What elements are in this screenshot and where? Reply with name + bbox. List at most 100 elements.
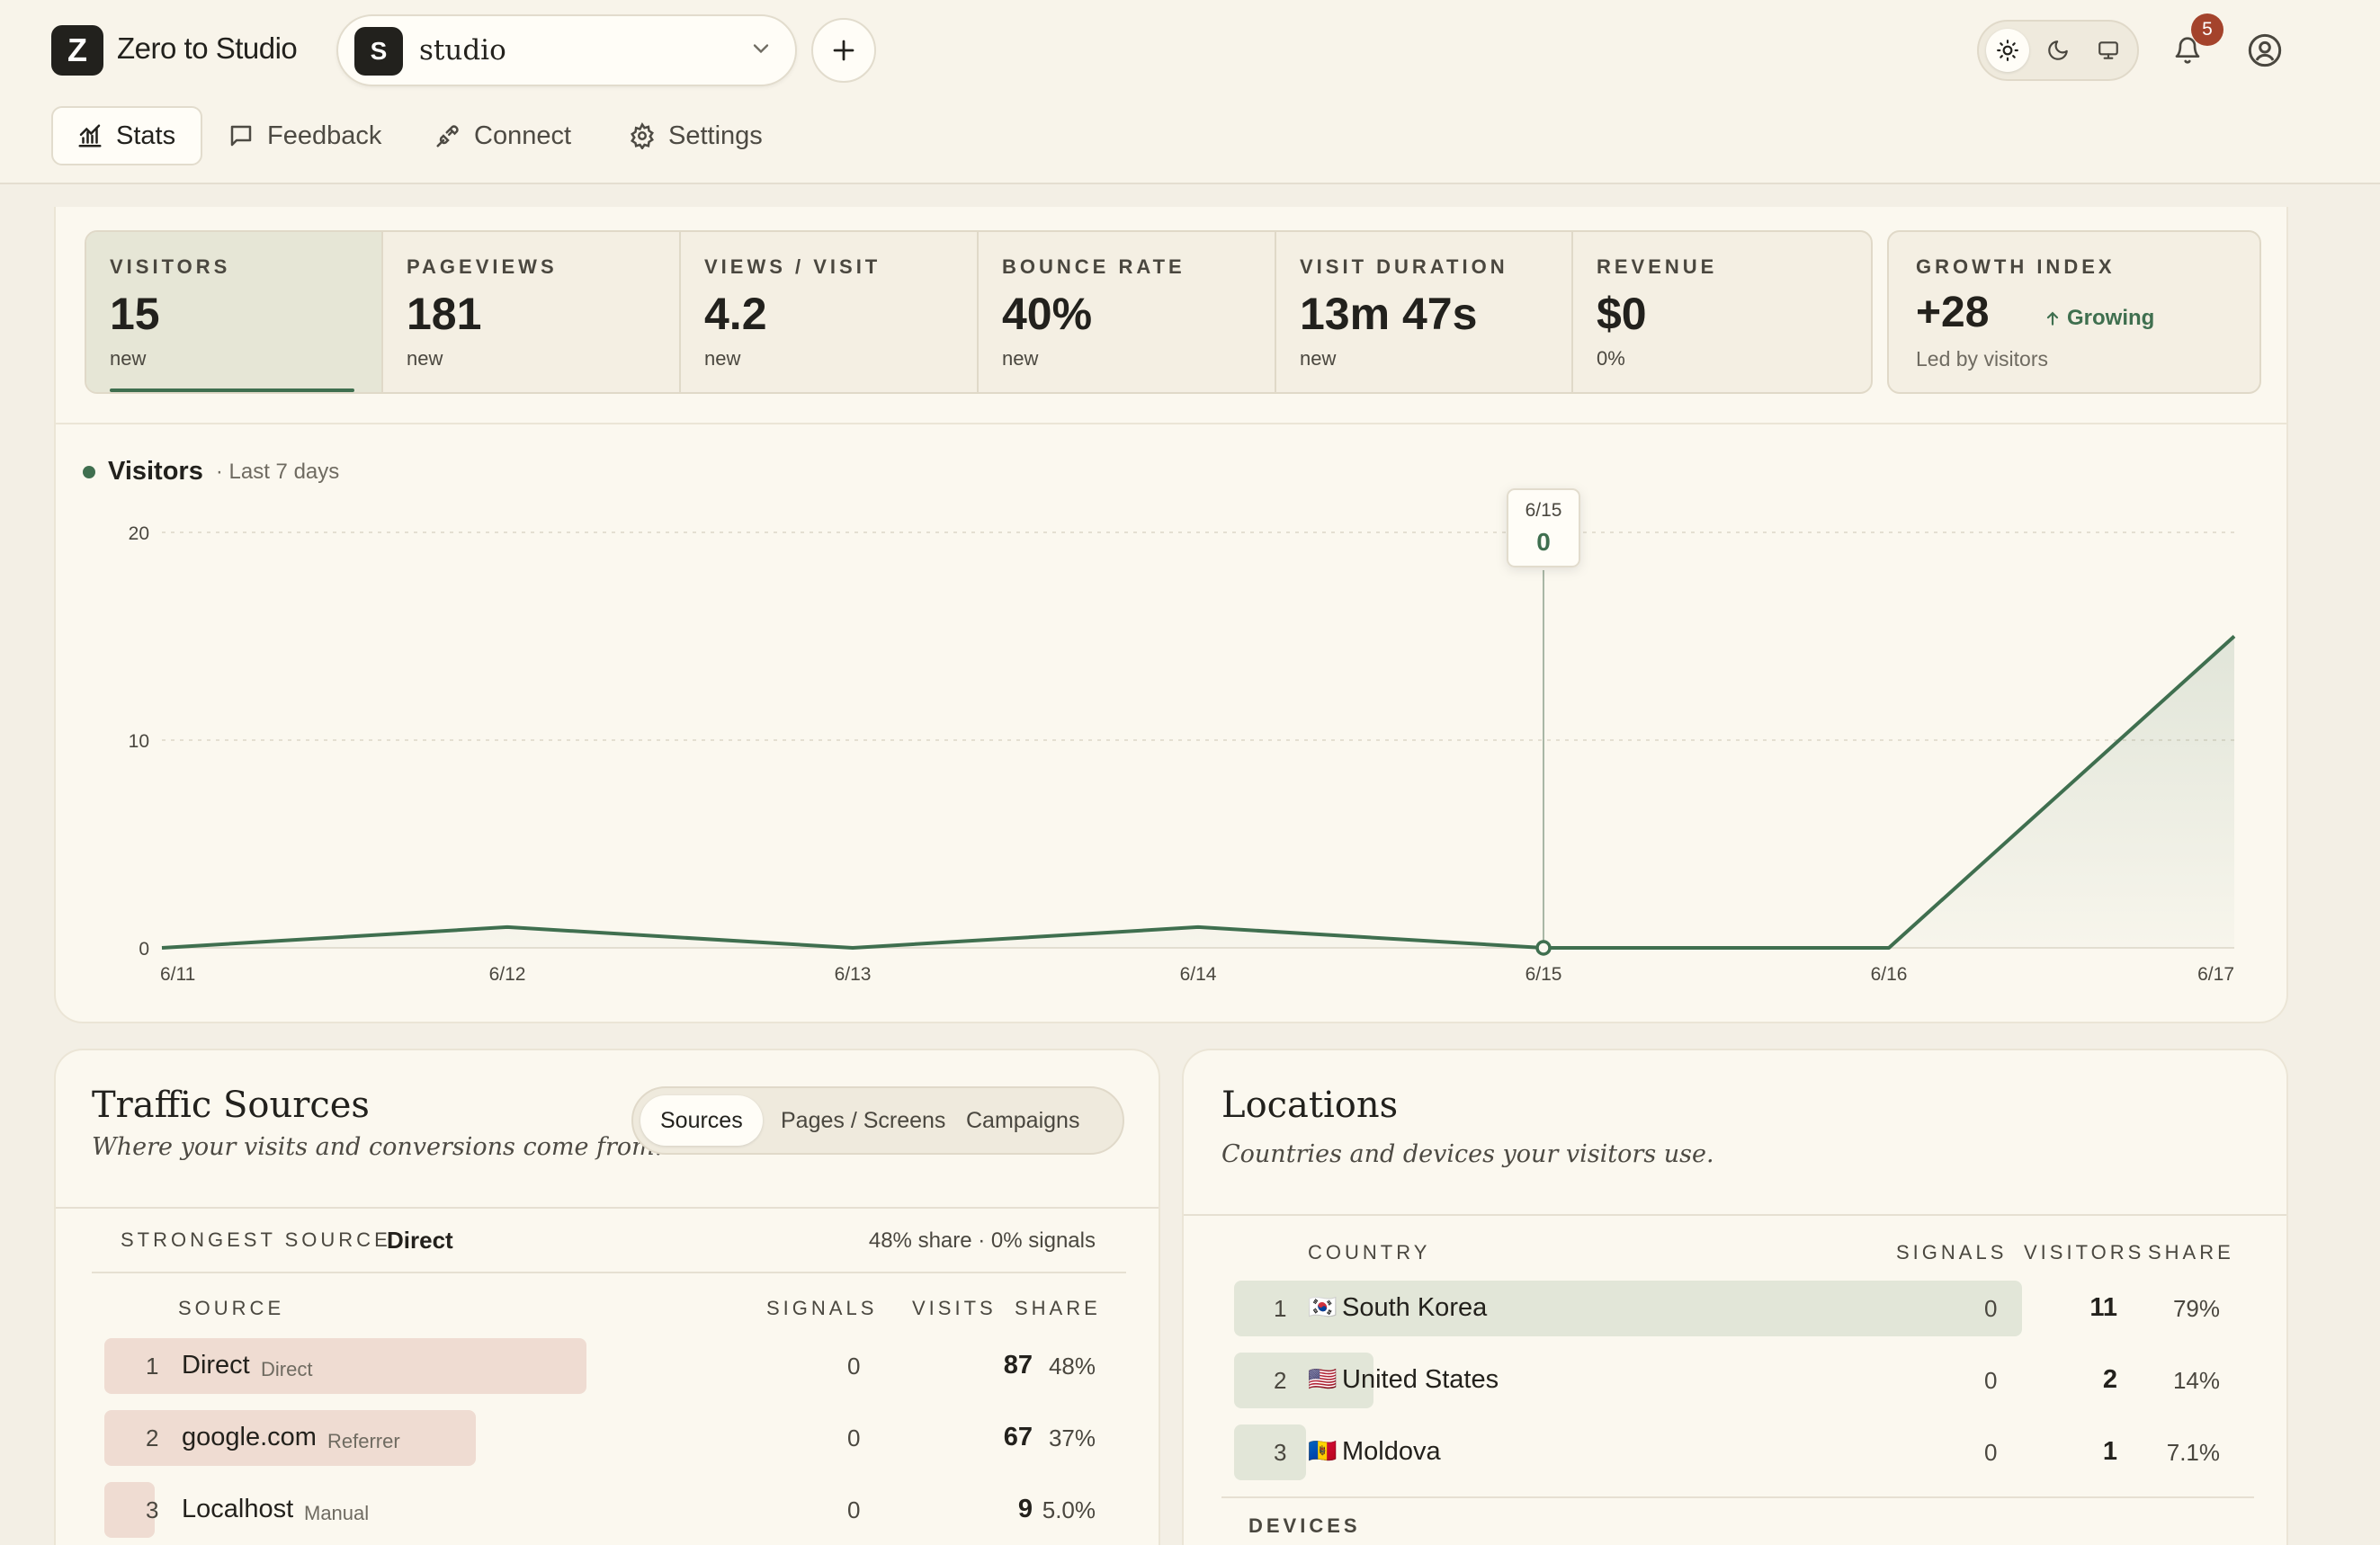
- plus-icon: [833, 40, 854, 61]
- date-range: · Last 7 days: [215, 459, 340, 484]
- country-row[interactable]: 1 🇰🇷 South Korea 0 11 79%: [1184, 1281, 2286, 1336]
- tab-label: Stats: [116, 121, 176, 150]
- kpi-pageviews[interactable]: PAGEVIEWS 181 new: [383, 232, 681, 392]
- country-row[interactable]: 3 🇲🇩 Moldova 0 1 7.1%: [1184, 1424, 2286, 1480]
- x-tick-label: 6/16: [1871, 964, 1908, 985]
- row-rank: 1: [146, 1353, 159, 1380]
- kpi-value: 181: [407, 289, 482, 339]
- kpi-sub: new: [110, 347, 147, 370]
- system-theme-button[interactable]: [2087, 29, 2130, 72]
- country-signals: 0: [1984, 1367, 1998, 1394]
- country-name: South Korea: [1342, 1293, 1488, 1322]
- bar-chart-icon: [78, 124, 102, 147]
- source-signals: 0: [847, 1424, 861, 1451]
- user-menu-button[interactable]: [2241, 27, 2288, 74]
- share-bar: [1234, 1424, 1306, 1480]
- kpi-label: VISIT DURATION: [1300, 255, 1508, 278]
- project-selector[interactable]: S studio: [336, 14, 797, 86]
- share-bar: [104, 1482, 155, 1538]
- kpi-revenue[interactable]: REVENUE $0 0%: [1573, 232, 1871, 392]
- series-dot: [83, 465, 95, 478]
- kpi-value: 4.2: [704, 289, 767, 339]
- plug-icon: [436, 125, 459, 147]
- traffic-sources-panel: Traffic Sources Where your visits and co…: [54, 1049, 1160, 1545]
- row-rank: 2: [1274, 1367, 1287, 1394]
- row-rank: 3: [146, 1496, 159, 1523]
- kpi-visitors[interactable]: VISITORS 15 new: [86, 232, 383, 392]
- source-name: google.com: [182, 1423, 317, 1451]
- source-name: Direct: [182, 1351, 250, 1380]
- share-bar: [1234, 1281, 2022, 1336]
- kpi-active-indicator: [110, 388, 354, 392]
- message-square-icon: [230, 125, 252, 147]
- x-tick-label: 6/14: [1180, 964, 1217, 985]
- country-share: 14%: [2172, 1367, 2220, 1394]
- tab-connect[interactable]: Connect: [411, 106, 595, 165]
- kpi-bounce-rate[interactable]: BOUNCE RATE 40% new: [979, 232, 1276, 392]
- share-bar: [1234, 1353, 1374, 1408]
- source-visits: 67: [1003, 1423, 1033, 1451]
- kpi-label: BOUNCE RATE: [1002, 255, 1186, 278]
- country-share: 79%: [2172, 1295, 2220, 1322]
- app-logo[interactable]: Z: [51, 25, 103, 76]
- country-signals: 0: [1984, 1439, 1998, 1466]
- segment-campaigns[interactable]: Campaigns: [966, 1107, 1080, 1133]
- kpi-label: VIEWS / VISIT: [704, 255, 881, 278]
- chart-tooltip: 6/15 0: [1507, 488, 1580, 567]
- country-share: 7.1%: [2166, 1439, 2220, 1466]
- kpi-sub: 0%: [1597, 347, 1625, 370]
- growth-sub: Led by visitors: [1916, 347, 2049, 371]
- notifications-button[interactable]: [2164, 27, 2211, 74]
- strongest-source-label: STRONGEST SOURCE: [121, 1228, 391, 1251]
- visitors-chart[interactable]: 0 10 20 6/11 6/12 6/13 6/14 6/15 6/16 6/17 6/15 …: [56, 207, 2286, 1016]
- country-row[interactable]: 2 🇺🇸 United States 0 2 14%: [1184, 1353, 2286, 1408]
- kpi-views-per-visit[interactable]: VIEWS / VISIT 4.2 new: [681, 232, 979, 392]
- locations-panel: Locations Countries and devices your vis…: [1182, 1049, 2288, 1545]
- devices-heading: DEVICES: [1248, 1514, 1361, 1537]
- kpi-visit-duration[interactable]: VISIT DURATION 13m 47s new: [1276, 232, 1573, 392]
- source-share: 5.0%: [1042, 1496, 1096, 1523]
- segment-pages-screens[interactable]: Pages / Screens: [781, 1107, 946, 1133]
- gear-icon: [631, 122, 654, 149]
- country-visitors: 1: [2102, 1437, 2117, 1466]
- user-circle-icon: [2248, 33, 2282, 67]
- source-row[interactable]: 2 google.com Referrer 0 67 37%: [56, 1410, 1159, 1466]
- y-tick-label: 0: [139, 939, 149, 960]
- x-tick-label: 6/12: [489, 964, 526, 985]
- source-type: Direct: [261, 1358, 313, 1380]
- tab-label: Connect: [474, 121, 572, 150]
- growth-label: GROWTH INDEX: [1916, 255, 2116, 278]
- tab-settings[interactable]: Settings: [605, 106, 786, 165]
- source-share: 48%: [1048, 1353, 1096, 1380]
- traffic-subtitle: Where your visits and conversions come f…: [92, 1133, 663, 1161]
- source-type: Referrer: [327, 1430, 400, 1452]
- column-source: SOURCE: [178, 1297, 285, 1319]
- hover-point: [1535, 940, 1552, 956]
- kpi-value: 13m 47s: [1300, 289, 1478, 339]
- country-visitors: 2: [2102, 1365, 2117, 1394]
- source-row[interactable]: 3 Localhost Manual 0 9 5.0%: [56, 1482, 1159, 1538]
- series-name: Visitors: [108, 457, 203, 486]
- moon-icon: [2048, 40, 2068, 60]
- x-tick-label: 6/15: [1526, 964, 1562, 985]
- strongest-source-meta: 48% share · 0% signals: [868, 1228, 1096, 1253]
- visitors-line: [161, 635, 2236, 950]
- growth-trend: Growing: [2044, 306, 2154, 331]
- segment-sources[interactable]: Sources: [640, 1095, 763, 1146]
- add-project-button[interactable]: [811, 18, 876, 83]
- divider: [56, 1207, 1159, 1209]
- kpi-sub: new: [1002, 347, 1039, 370]
- dark-theme-button[interactable]: [2036, 29, 2080, 72]
- flag-icon: 🇺🇸: [1308, 1365, 1338, 1392]
- column-share: SHARE: [1015, 1297, 1101, 1319]
- y-tick-label: 10: [129, 731, 149, 752]
- light-theme-button[interactable]: [1986, 29, 2029, 72]
- source-row[interactable]: 1 Direct Direct 0 87 48%: [56, 1338, 1159, 1394]
- tab-feedback[interactable]: Feedback: [204, 106, 405, 165]
- traffic-title: Traffic Sources: [92, 1085, 370, 1126]
- notification-badge: 5: [2191, 13, 2223, 46]
- locations-subtitle: Countries and devices your visitors use.: [1221, 1140, 1714, 1168]
- share-bar: [104, 1338, 586, 1394]
- tab-stats[interactable]: Stats: [51, 106, 202, 165]
- project-avatar: S: [354, 27, 403, 76]
